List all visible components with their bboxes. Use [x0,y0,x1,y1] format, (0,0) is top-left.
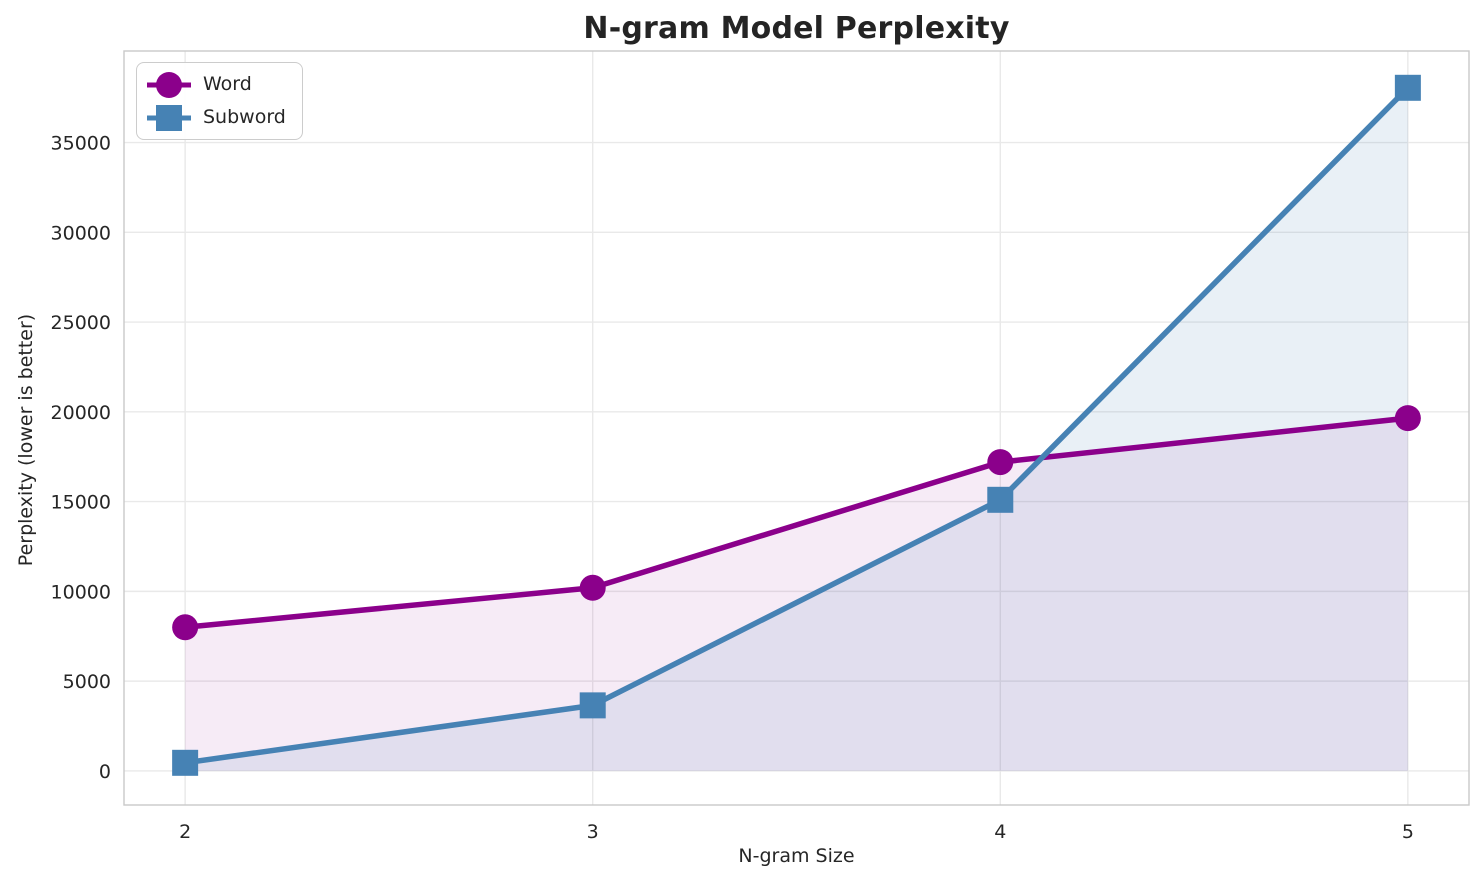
data-point-word [987,449,1014,476]
legend-label: Word [203,73,252,95]
data-point-subword [987,486,1014,513]
y-axis-label: Perplexity (lower is better) [15,313,37,567]
data-point-subword [1394,74,1421,101]
data-point-word [579,574,606,601]
legend: Word Subword [136,62,303,140]
x-axis-label: N-gram Size [738,845,855,867]
x-tick-label: 3 [587,821,599,843]
legend-circle-marker-icon [147,71,191,98]
data-point-word [1394,405,1421,432]
legend-label: Subword [203,106,286,128]
legend-item-subword: Subword [145,102,286,133]
data-point-subword [579,692,606,719]
chart-title: N-gram Model Perplexity [583,11,1010,46]
area-fill-word [185,418,1408,771]
legend-square-marker-icon [147,104,191,131]
y-tick-label: 15000 [51,492,111,514]
x-tick-label: 5 [1402,821,1414,843]
y-tick-label: 30000 [51,222,111,244]
series-line-subword [184,85,1410,766]
x-tick-label: 2 [179,821,191,843]
x-tick-label: 4 [994,821,1006,843]
plot-background [124,51,1469,805]
legend-item-word: Word [145,69,286,100]
area-fill-subword [185,87,1408,771]
data-point-word [172,614,199,641]
y-tick-label: 5000 [63,671,111,693]
y-tick-label: 20000 [51,402,111,424]
y-tick-label: 25000 [51,312,111,334]
axes-spines [123,50,1470,806]
y-tick-label: 0 [99,761,111,783]
data-point-subword [172,749,199,776]
series-line-word [184,415,1409,631]
y-tick-label: 35000 [51,133,111,155]
y-tick-label: 10000 [51,581,111,603]
